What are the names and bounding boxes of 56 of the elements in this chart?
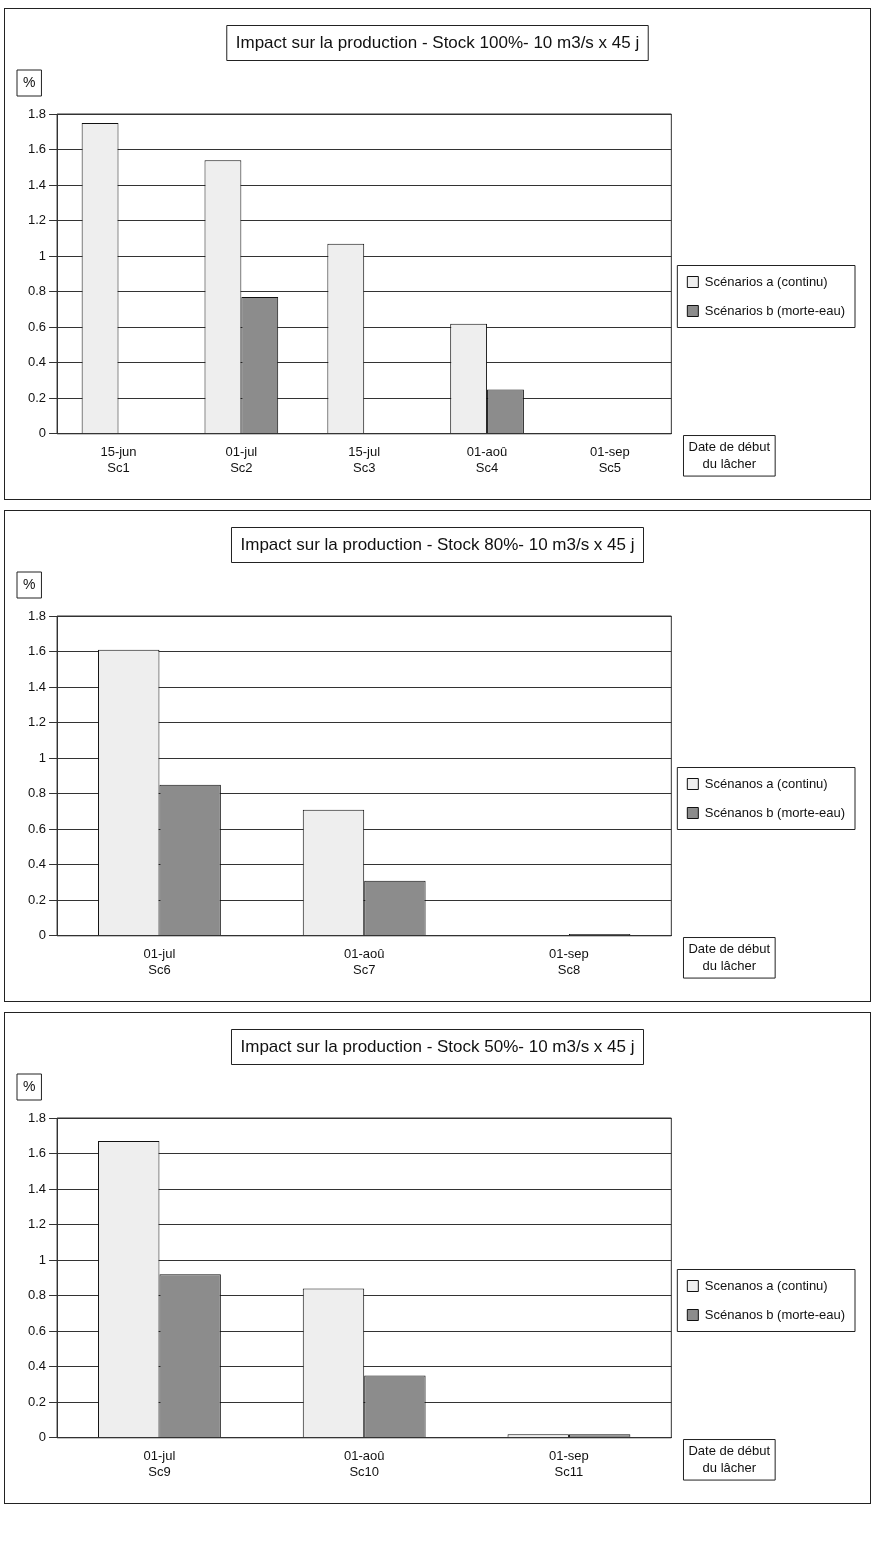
legend-label: Scénarios a (continu) — [704, 273, 828, 289]
y-tick-label: 1.6 — [27, 1145, 47, 1161]
y-tick-label: 0.4 — [27, 354, 47, 370]
y-tick-label: 1.2 — [27, 212, 47, 228]
x-tick-label: 15-jun Sc1 — [100, 444, 137, 475]
y-tick-label: 1.8 — [27, 105, 47, 121]
y-tick-label: 1.8 — [27, 607, 47, 623]
x-axis-title: Date de début du lâcher — [688, 438, 771, 472]
y-tick-label: 0.4 — [27, 856, 47, 872]
legend-label: Scénanos a (continu) — [704, 775, 828, 791]
y-tick-label: 1.4 — [27, 678, 47, 694]
y-tick-label: 0.6 — [27, 1322, 47, 1338]
y-tick-label: 0.6 — [27, 820, 47, 836]
x-tick-label: 01-aoû Sc7 — [343, 946, 385, 977]
y-tick-label: 0.8 — [27, 1287, 47, 1303]
y-tick-label: 0 — [38, 1429, 47, 1445]
y-tick-label: 1.2 — [27, 714, 47, 730]
y-tick-label: 1 — [38, 247, 47, 263]
y-tick-label: 1 — [38, 749, 47, 765]
chart-title: Impact sur la production - Stock 100%- 10 m3/s x 45 j — [235, 32, 640, 52]
chart-title: Impact sur la production - Stock 50%- 10 m3/s x 45 j — [240, 1036, 635, 1056]
y-tick-label: 0 — [38, 425, 47, 441]
legend-label: Scénarios b (morte-eau) — [704, 302, 845, 318]
y-tick-label: 1.4 — [27, 176, 47, 192]
x-axis-title: Date de début du lâcher — [688, 1442, 771, 1476]
y-tick-label: 0.4 — [27, 1358, 47, 1374]
x-axis-title: Date de début du lâcher — [688, 940, 771, 974]
x-tick-label: 01-jul Sc2 — [225, 444, 258, 475]
y-tick-label: 0.8 — [27, 785, 47, 801]
y-tick-label: 1.4 — [27, 1180, 47, 1196]
x-tick-label: 01-jul Sc9 — [143, 1448, 176, 1479]
legend-label: Scénanos b (morte-eau) — [704, 804, 846, 820]
y-axis-title: % — [23, 73, 36, 90]
y-tick-label: 1.6 — [27, 643, 47, 659]
y-tick-label: 1.2 — [27, 1216, 47, 1232]
y-tick-label: 1.8 — [27, 1109, 47, 1125]
y-tick-label: 1.6 — [27, 141, 47, 157]
y-tick-label: 0.2 — [27, 1393, 47, 1409]
y-tick-label: 1 — [38, 1251, 47, 1267]
chart-title: Impact sur la production - Stock 80%- 10 m3/s x 45 j — [240, 534, 635, 554]
y-tick-label: 0.2 — [27, 389, 47, 405]
legend-label: Scénanos b (morte-eau) — [704, 1306, 846, 1322]
x-tick-label: 01-sep Sc11 — [549, 1448, 589, 1479]
y-tick-label: 0.2 — [27, 891, 47, 907]
x-tick-label: 01-jul Sc6 — [143, 946, 176, 977]
x-tick-label: 15-jul Sc3 — [348, 444, 381, 475]
x-tick-label: 01-aoû Sc4 — [466, 444, 508, 475]
y-tick-label: 0.8 — [27, 283, 47, 299]
y-axis-title: % — [23, 575, 36, 592]
y-tick-label: 0 — [38, 927, 47, 943]
y-axis-title: % — [23, 1077, 36, 1094]
legend-label: Scenanos a (continu) — [704, 1277, 828, 1293]
y-tick-label: 0.6 — [27, 318, 47, 334]
x-tick-label: 01-aoû Sc10 — [343, 1448, 385, 1479]
x-tick-label: 01-sep Sc8 — [549, 946, 589, 977]
x-tick-label: 01-sep Sc5 — [590, 444, 630, 475]
